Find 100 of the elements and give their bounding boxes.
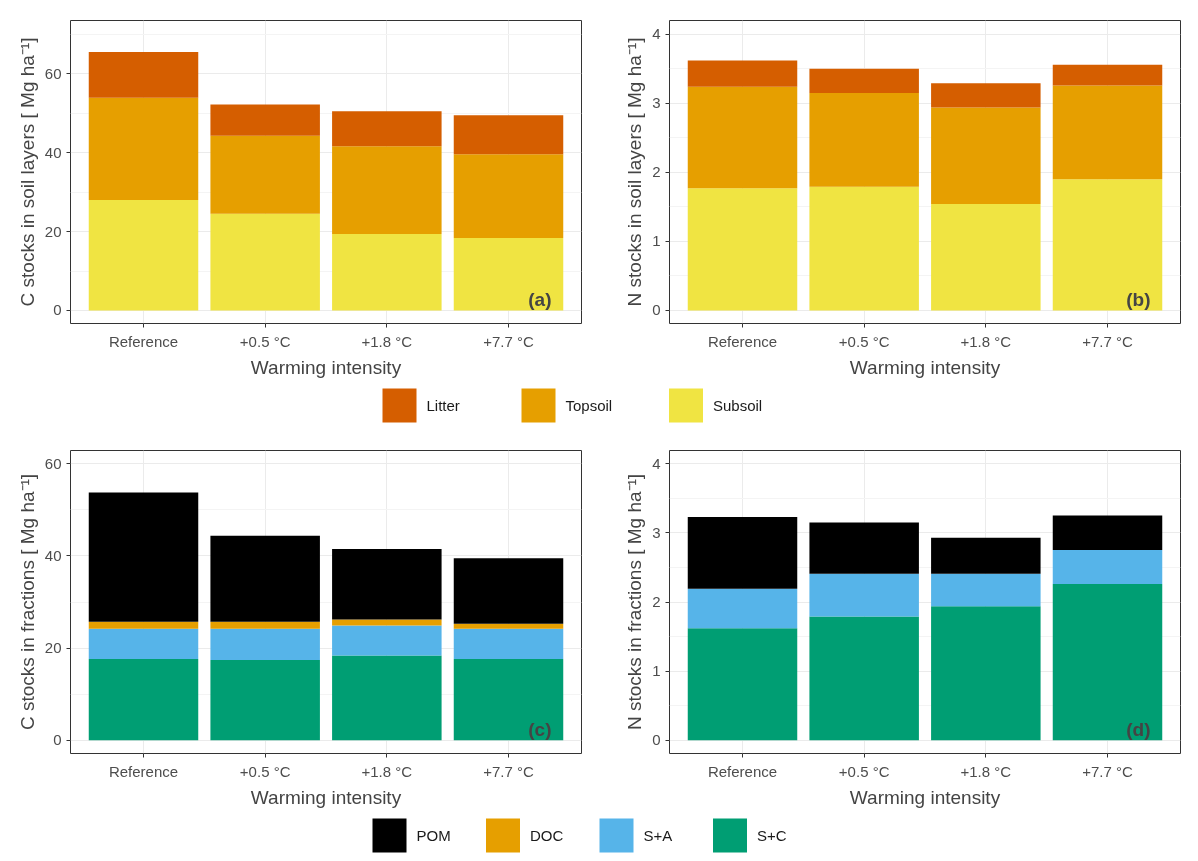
x-tick-label: +7.7 °C xyxy=(1082,762,1133,780)
y-tick-label: 0 xyxy=(652,301,661,319)
bar xyxy=(88,97,199,201)
x-tick-label: +7.7 °C xyxy=(483,332,534,350)
y-axis-title: C stocks in soil layers [ Mg ha⁻¹] xyxy=(16,37,38,307)
bar xyxy=(1052,515,1163,551)
legend-label: POM xyxy=(416,827,451,844)
y-tick-label: 20 xyxy=(44,222,62,240)
y-tick-label: 40 xyxy=(44,143,62,161)
y-tick-label: 60 xyxy=(44,64,62,82)
x-tick-label: +0.5 °C xyxy=(239,762,291,780)
x-axis-title: Warming intensity xyxy=(849,356,1001,378)
x-axis-title: Warming intensity xyxy=(849,786,1001,808)
y-tick-label: 3 xyxy=(652,523,661,541)
bar xyxy=(332,625,442,656)
x-tick-label: +0.5 °C xyxy=(239,332,291,350)
bar xyxy=(88,52,199,98)
bar xyxy=(809,92,919,187)
x-tick-label: Reference xyxy=(707,332,778,350)
x-tick-label: +7.7 °C xyxy=(483,762,534,780)
x-tick-label: +0.5 °C xyxy=(838,762,890,780)
bar xyxy=(687,628,798,741)
bar xyxy=(210,104,320,136)
bar xyxy=(88,200,199,311)
y-tick-label: 0 xyxy=(53,731,62,749)
bar xyxy=(210,621,320,629)
bar xyxy=(332,655,442,741)
bar xyxy=(332,111,442,147)
legend-label: S+C xyxy=(757,827,787,844)
bar xyxy=(332,619,442,626)
bar xyxy=(88,628,199,660)
legend-label: S+A xyxy=(643,827,673,844)
annotation: (c) xyxy=(528,718,552,740)
x-tick-label: Reference xyxy=(707,762,778,780)
bar xyxy=(809,522,919,574)
bar xyxy=(931,204,1041,311)
bar xyxy=(88,492,199,622)
bar xyxy=(809,573,919,617)
y-tick-label: 3 xyxy=(652,94,661,112)
bar xyxy=(88,659,199,741)
y-tick-label: 20 xyxy=(44,639,62,657)
bar xyxy=(210,135,320,214)
bar xyxy=(453,154,564,238)
bar xyxy=(1052,64,1163,86)
bar xyxy=(453,659,564,741)
bar xyxy=(809,186,919,311)
y-tick-label: 4 xyxy=(652,25,661,43)
legend-label: Litter xyxy=(426,397,460,414)
y-tick-label: 1 xyxy=(652,232,661,250)
bar xyxy=(210,628,320,661)
annotation: (d) xyxy=(1126,718,1151,740)
bar xyxy=(332,146,442,234)
y-axis-title: N stocks in soil layers [ Mg ha⁻¹] xyxy=(624,37,646,307)
x-tick-label: +1.8 °C xyxy=(361,332,413,350)
x-tick-label: +1.8 °C xyxy=(960,332,1012,350)
bar xyxy=(210,535,320,622)
bar xyxy=(1052,85,1163,180)
bar xyxy=(210,660,320,741)
bar xyxy=(1052,584,1163,741)
y-tick-label: 40 xyxy=(44,546,62,564)
y-tick-label: 2 xyxy=(652,593,661,610)
bar xyxy=(453,558,564,624)
x-tick-label: Reference xyxy=(108,762,179,780)
bar xyxy=(1052,550,1163,585)
legend-label: DOC xyxy=(530,827,564,844)
bar xyxy=(687,188,798,311)
y-axis-title: C stocks in fractions [ Mg ha⁻¹] xyxy=(16,473,38,731)
bar xyxy=(931,537,1041,574)
legend-label: Topsoil xyxy=(565,397,613,414)
bar xyxy=(931,107,1041,205)
x-tick-label: +1.8 °C xyxy=(361,762,413,780)
bar xyxy=(453,237,564,311)
y-tick-label: 4 xyxy=(652,454,661,472)
y-tick-label: 2 xyxy=(652,163,661,181)
bar xyxy=(687,60,798,87)
bar xyxy=(88,621,199,629)
bar xyxy=(210,213,320,311)
x-tick-label: +1.8 °C xyxy=(960,762,1012,780)
x-tick-label: +7.7 °C xyxy=(1082,332,1133,350)
bar xyxy=(453,623,564,629)
bar xyxy=(931,573,1041,607)
bar xyxy=(332,549,442,620)
bar xyxy=(1052,179,1163,311)
y-tick-label: 1 xyxy=(652,662,661,680)
x-tick-label: Reference xyxy=(108,332,179,350)
x-axis-title: Warming intensity xyxy=(250,786,402,808)
bar xyxy=(453,115,564,155)
bar xyxy=(687,516,798,589)
bar xyxy=(931,606,1041,741)
bar xyxy=(687,86,798,189)
bar xyxy=(687,588,798,629)
y-tick-label: 60 xyxy=(44,454,62,472)
y-axis-title: N stocks in fractions [ Mg ha⁻¹] xyxy=(624,473,646,731)
legend-label: Subsoil xyxy=(713,397,763,414)
bar xyxy=(332,233,442,311)
bar xyxy=(809,616,919,741)
y-tick-label: 0 xyxy=(53,301,62,319)
x-axis-title: Warming intensity xyxy=(250,356,402,378)
bar xyxy=(809,68,919,93)
y-tick-label: 0 xyxy=(652,731,661,749)
